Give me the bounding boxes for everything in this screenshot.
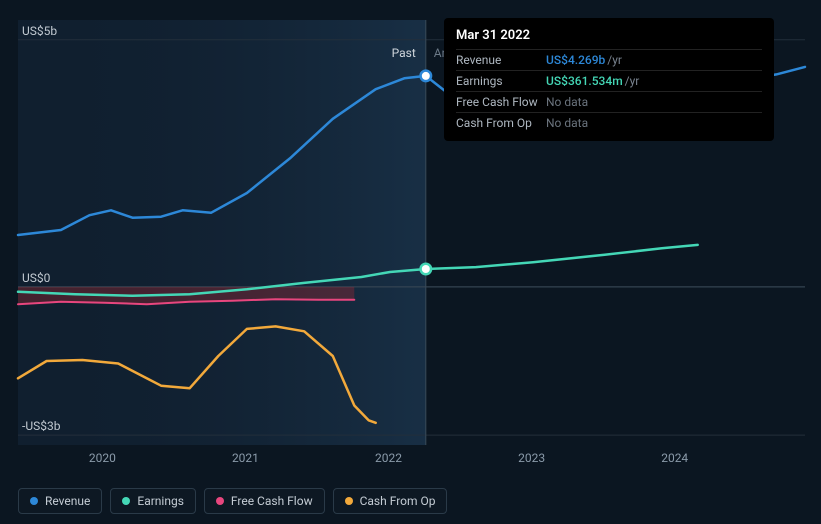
legend-dot — [216, 497, 224, 505]
legend-label: Cash From Op — [360, 494, 436, 508]
financials-chart: US$5b US$0 -US$3b 2020 2021 2022 2023 2024 Pas… — [0, 0, 821, 524]
tooltip-row: Free Cash FlowNo data — [456, 91, 762, 112]
legend-item-cashop[interactable]: Cash From Op — [333, 488, 448, 514]
tooltip-row-nodata: No data — [546, 114, 588, 132]
chart-tooltip: Mar 31 2022 RevenueUS$4.269b /yrEarnings… — [444, 18, 774, 141]
tooltip-row: Cash From OpNo data — [456, 112, 762, 133]
x-axis-tick: 2022 — [375, 451, 402, 465]
tooltip-row: EarningsUS$361.534m /yr — [456, 70, 762, 91]
tooltip-row-value: US$361.534m — [546, 72, 623, 90]
tooltip-row: RevenueUS$4.269b /yr — [456, 49, 762, 70]
tooltip-title: Mar 31 2022 — [456, 26, 762, 46]
tooltip-row-label: Earnings — [456, 72, 546, 90]
legend-dot — [122, 497, 130, 505]
legend-dot — [345, 497, 353, 505]
tooltip-row-label: Revenue — [456, 51, 546, 69]
y-axis-tick: US$5b — [22, 24, 57, 38]
legend-label: Revenue — [45, 494, 90, 508]
tooltip-row-label: Free Cash Flow — [456, 93, 546, 111]
legend-label: Free Cash Flow — [231, 494, 313, 508]
legend-item-fcf[interactable]: Free Cash Flow — [204, 488, 325, 514]
legend-item-earnings[interactable]: Earnings — [110, 488, 196, 514]
tooltip-row-label: Cash From Op — [456, 114, 546, 132]
x-axis-tick: 2024 — [661, 451, 688, 465]
tooltip-row-value: US$4.269b — [546, 51, 605, 69]
past-label: Past — [376, 46, 416, 60]
legend-dot — [30, 497, 38, 505]
x-axis-tick: 2021 — [232, 451, 259, 465]
y-axis-tick: -US$3b — [22, 419, 60, 433]
x-axis-tick: 2023 — [518, 451, 545, 465]
tooltip-row-unit: /yr — [607, 51, 622, 69]
y-axis-tick: US$0 — [22, 271, 50, 285]
tooltip-row-nodata: No data — [546, 93, 588, 111]
tooltip-row-unit: /yr — [625, 72, 640, 90]
x-axis-tick: 2020 — [89, 451, 116, 465]
legend: Revenue Earnings Free Cash Flow Cash From O… — [18, 488, 447, 514]
legend-label: Earnings — [137, 494, 184, 508]
legend-item-revenue[interactable]: Revenue — [18, 488, 102, 514]
